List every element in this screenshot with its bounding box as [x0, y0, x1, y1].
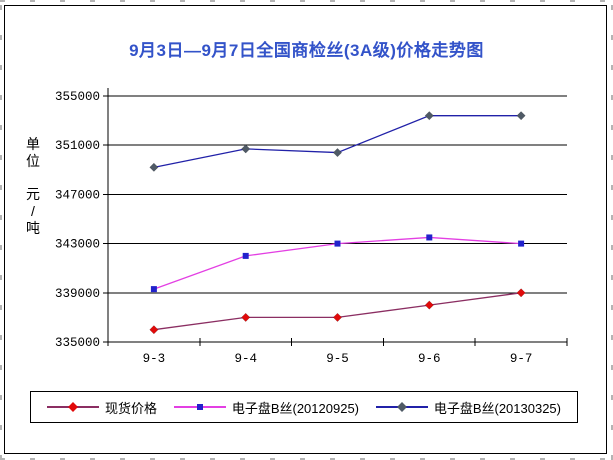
data-point-marker — [149, 162, 159, 172]
blue-square-icon — [196, 404, 203, 410]
red-diamond-icon — [68, 402, 78, 412]
legend: 现货价格 电子盘B丝(20120925) 电子盘B丝(20130325) — [30, 391, 578, 423]
legend-label-eboard-20130325: 电子盘B丝(20130325) — [433, 400, 561, 416]
x-axis-tick-label: 9-3 — [143, 352, 166, 366]
data-point-marker — [424, 111, 434, 121]
selection-ants-right — [611, 0, 613, 460]
chart-border — [4, 5, 607, 454]
y-axis-unit-label: 单位 元 / 吨 — [24, 136, 42, 237]
y-axis-tick-label: 347000 — [55, 188, 100, 202]
data-point-marker — [334, 240, 341, 247]
data-point-marker — [426, 234, 433, 241]
selection-ants-top — [0, 0, 613, 2]
y-axis-unit-bottom: 元 / 吨 — [26, 186, 40, 236]
data-point-marker — [424, 300, 434, 310]
x-axis-tick-label: 9-5 — [326, 352, 349, 366]
legend-label-eboard-20120925: 电子盘B丝(20120925) — [231, 400, 359, 416]
data-point-marker — [241, 312, 251, 322]
data-point-marker — [242, 252, 249, 259]
selection-ants-left — [0, 0, 2, 460]
y-axis-tick-label: 339000 — [55, 287, 100, 301]
data-point-marker — [516, 288, 526, 298]
x-axis-tick-label: 9-7 — [510, 352, 533, 366]
chart-title: 9月3日—9月7日全国商检丝(3A级)价格走势图 — [129, 41, 484, 60]
legend-marker-eboard-20130325 — [375, 402, 428, 412]
legend-marker-spot-price — [47, 402, 99, 412]
data-point-marker — [516, 111, 526, 121]
legend-marker-eboard-20120925 — [173, 402, 226, 412]
series-line — [153, 292, 522, 331]
data-point-marker — [332, 312, 343, 322]
legend-item-eboard-20130325: 电子盘B丝(20130325) — [375, 398, 561, 417]
selection-ants-bottom — [0, 458, 613, 460]
data-point-marker — [332, 148, 343, 158]
y-axis-tick-label: 335000 — [55, 336, 100, 350]
y-axis-tick-label: 343000 — [55, 238, 100, 252]
data-point-marker — [518, 240, 525, 247]
data-point-marker — [149, 325, 159, 335]
legend-item-spot-price: 现货价格 — [47, 398, 157, 417]
x-axis-tick-label: 9-6 — [418, 352, 441, 366]
legend-label-spot-price: 现货价格 — [105, 400, 158, 416]
gray-diamond-icon — [396, 402, 407, 412]
legend-item-eboard-20120925: 电子盘B丝(20120925) — [173, 398, 359, 417]
y-axis-unit-top: 单位 — [26, 136, 40, 169]
x-axis-tick-label: 9-4 — [234, 352, 257, 366]
data-point-marker — [150, 286, 157, 293]
y-axis-tick-label: 355000 — [55, 90, 100, 104]
y-axis-tick-label: 351000 — [55, 139, 100, 153]
data-point-marker — [241, 144, 251, 154]
series-line — [153, 115, 522, 168]
